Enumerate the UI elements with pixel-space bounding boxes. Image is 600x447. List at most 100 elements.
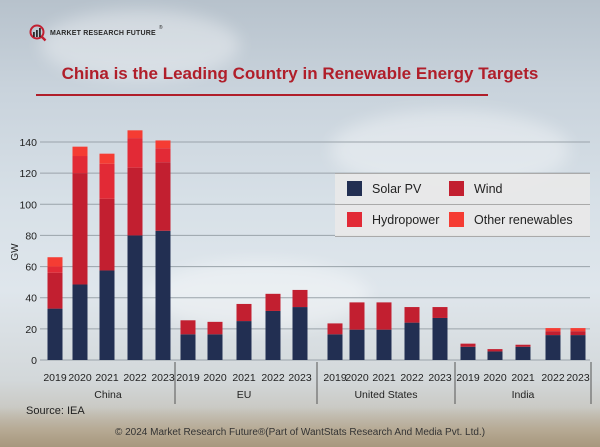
x-tick-label: 2020	[483, 372, 507, 384]
y-tick-label: 60	[25, 262, 37, 274]
y-tick-label: 0	[31, 355, 37, 367]
group-label: United States	[354, 389, 417, 401]
bar-segment-solar	[265, 310, 281, 360]
bar-segment-solar	[545, 335, 561, 360]
bar-segment-wind	[545, 331, 561, 336]
x-tick-label: 2021	[372, 372, 396, 384]
y-tick-label: 80	[25, 230, 37, 242]
group-label: EU	[237, 389, 252, 401]
bar-stack	[376, 302, 392, 360]
source-note: Source: IEA	[26, 405, 85, 417]
group-labels: China EU United States India	[94, 362, 592, 404]
x-tick-label: 2023	[428, 372, 452, 384]
title-underline	[36, 94, 488, 96]
bar-segment-wind	[404, 307, 420, 323]
bar-stack	[545, 328, 561, 360]
bar-segment-solar	[72, 284, 88, 360]
bar-stack	[127, 130, 143, 360]
legend-divider	[335, 204, 590, 205]
chart-title: China is the Leading Country in Renewabl…	[61, 64, 539, 83]
bar-segment-solar	[292, 307, 308, 360]
bar-segment-solar	[570, 335, 586, 360]
bar-stack	[99, 153, 115, 360]
x-tick-label: 2023	[151, 372, 175, 384]
legend-item-wind: Wind	[449, 181, 502, 196]
ground	[0, 407, 600, 447]
bar-segment-hydro	[127, 138, 143, 168]
bar-segment-solar	[432, 317, 448, 360]
x-tick-label: 2022	[400, 372, 424, 384]
bars	[47, 130, 586, 360]
y-tick-label: 140	[19, 137, 37, 149]
bar-segment-wind	[265, 293, 281, 311]
bar-segment-wind	[515, 344, 531, 347]
bar-stack	[265, 293, 281, 360]
bar-segment-other	[545, 328, 561, 332]
bar-segment-other	[155, 140, 171, 149]
brand-logo: MARKET RESEARCH FUTURE ®	[29, 24, 163, 42]
bar-segment-hydro	[47, 266, 63, 273]
legend-swatch-hydro	[347, 212, 362, 227]
bar-segment-solar	[327, 334, 343, 360]
x-tick-label: 2023	[288, 372, 312, 384]
bar-segment-solar	[487, 351, 503, 360]
x-axis-labels: 2019 2020 2021 2022 2023 2019 2020 2021 2022 2023…	[43, 372, 590, 384]
bar-segment-wind	[207, 321, 223, 335]
bar-stack	[460, 343, 476, 360]
x-tick-label: 2020	[203, 372, 227, 384]
legend-swatch-other	[449, 212, 464, 227]
bar-segment-wind	[99, 198, 115, 271]
bar-segment-wind	[155, 162, 171, 231]
x-tick-label: 2022	[541, 372, 565, 384]
bar-segment-solar	[207, 334, 223, 360]
x-tick-label: 2019	[456, 372, 480, 384]
cloud	[150, 260, 370, 330]
bar-stack	[349, 302, 365, 360]
legend-label: Hydropower	[372, 212, 440, 227]
y-tick-label: 100	[19, 199, 37, 211]
bar-segment-other	[127, 130, 143, 139]
bar-segment-wind	[432, 307, 448, 318]
bar-segment-wind	[292, 289, 308, 308]
y-tick-label: 120	[19, 168, 37, 180]
x-tick-label: 2019	[43, 372, 67, 384]
legend-swatch-solar	[347, 181, 362, 196]
bar-segment-solar	[180, 334, 196, 360]
bar-segment-solar	[236, 321, 252, 360]
y-axis-label: GW	[10, 243, 21, 261]
brand-name: MARKET RESEARCH FUTURE	[50, 29, 156, 37]
bar-stack	[570, 328, 586, 360]
legend-item-other: Other renewables	[449, 212, 573, 227]
bar-stack	[292, 289, 308, 360]
x-tick-label: 2021	[511, 372, 535, 384]
bar-stack	[47, 257, 63, 360]
bar-segment-hydro	[155, 148, 171, 163]
bar-segment-wind	[349, 302, 365, 330]
group-label: China	[94, 389, 122, 401]
bar-stack	[404, 307, 420, 360]
bar-stack	[432, 307, 448, 360]
bar-segment-other	[99, 153, 115, 164]
bar-segment-solar	[376, 329, 392, 360]
x-tick-label: 2020	[68, 372, 92, 384]
group-label: India	[512, 389, 535, 401]
bar-segment-other	[570, 328, 586, 332]
bar-segment-solar	[127, 235, 143, 360]
x-tick-label: 2023	[566, 372, 590, 384]
bar-stack	[155, 140, 171, 360]
bar-stack	[327, 323, 343, 360]
cloud	[40, 10, 240, 80]
copyright-footer: © 2024 Market Research Future®(Part of W…	[114, 427, 486, 438]
bar-segment-wind	[180, 320, 196, 335]
bar-segment-other	[47, 257, 63, 267]
x-tick-label: 2022	[123, 372, 147, 384]
bar-segment-solar	[155, 230, 171, 360]
bar-segment-solar	[47, 308, 63, 360]
legend-label: Wind	[474, 181, 503, 196]
y-axis-ticks: 0 20 40 60 80 100 120 140	[19, 137, 37, 367]
bar-segment-wind	[47, 272, 63, 309]
bar-segment-wind	[72, 173, 88, 285]
bar-stack	[487, 349, 503, 360]
bar-segment-wind	[236, 303, 252, 322]
